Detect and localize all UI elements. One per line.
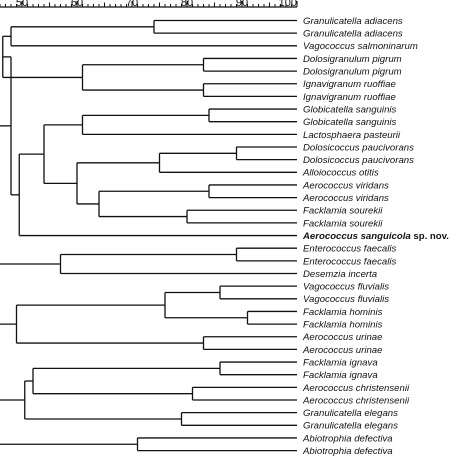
taxon-name: Alloiococcus otitis	[302, 168, 379, 179]
taxon-label: Dolosicoccus paucivorans	[303, 155, 414, 166]
taxon-name: Facklamia hominis	[303, 307, 383, 318]
taxon-name: Granulicatella elegans	[303, 421, 398, 432]
taxon-label: Desemzia incerta	[303, 269, 377, 280]
taxon-label: Dolosigranulum pigrum	[303, 67, 402, 78]
taxon-label: Abiotrophia defectiva	[302, 446, 393, 457]
scale-tick-label: 60	[71, 0, 83, 9]
taxon-label: Facklamia ignava	[303, 370, 378, 381]
taxon-name: Vagococcus fluvialis	[303, 282, 389, 293]
taxon-label: Vagococcus fluvialis	[303, 282, 389, 293]
taxon-name: Enterococcus faecalis	[303, 244, 397, 255]
taxon-label: Enterococcus faecalis	[303, 256, 397, 267]
scale-tick-label: 50	[16, 0, 28, 9]
scale-tick-label: 80	[181, 0, 193, 9]
taxon-name: Abiotrophia defectiva	[302, 433, 393, 444]
taxon-name: Lactosphaera pasteurii	[303, 130, 401, 141]
taxon-name: Globicatella sanguinis	[303, 117, 397, 128]
taxon-name: Facklamia sourekii	[303, 206, 383, 217]
taxon-label: Facklamia hominis	[303, 307, 383, 318]
dendrogram-branches	[0, 19, 297, 452]
taxon-name: Aerococcus sanguicola	[302, 231, 411, 242]
taxon-labels: Granulicatella adiacens Granulicatella ad…	[302, 16, 449, 457]
scale-tick-label: 100	[279, 0, 297, 9]
taxon-label: Vagococcus salmoninarum	[303, 41, 418, 52]
taxon-label: Aerococcus urinae	[302, 332, 382, 343]
taxon-label: Enterococcus faecalis	[303, 244, 397, 255]
similarity-scale: 50 60 70 80 90 100	[0, 0, 298, 9]
taxon-label: Aerococcus sanguicola sp. nov.	[302, 231, 449, 242]
taxon-name: Facklamia sourekii	[303, 218, 383, 229]
taxon-name: Vagococcus salmoninarum	[303, 41, 418, 52]
scale-tick-label: 90	[236, 0, 248, 9]
taxon-name: Aerococcus viridans	[302, 180, 389, 191]
scale-tick-label: 70	[126, 0, 138, 9]
taxon-name: Dolosigranulum pigrum	[303, 67, 402, 78]
taxon-label: Facklamia hominis	[303, 320, 383, 331]
taxon-name: Aerococcus christensenii	[302, 383, 410, 394]
taxon-name: Enterococcus faecalis	[303, 256, 397, 267]
taxon-label: Aerococcus urinae	[302, 345, 382, 356]
taxon-name: Granulicatella adiacens	[303, 16, 403, 27]
taxon-name: Ignavigranum ruoffiae	[303, 92, 396, 103]
taxon-name: Dolosicoccus paucivorans	[303, 142, 414, 153]
taxon-name: Ignavigranum ruoffiae	[303, 79, 396, 90]
taxon-label: Alloiococcus otitis	[302, 168, 379, 179]
taxon-name: Granulicatella elegans	[303, 408, 398, 419]
taxon-label: Granulicatella adiacens	[303, 29, 403, 40]
taxon-label: Aerococcus christensenii	[302, 395, 410, 406]
taxon-label: Ignavigranum ruoffiae	[303, 92, 396, 103]
taxon-label: Granulicatella adiacens	[303, 16, 403, 27]
taxon-label: Globicatella sanguinis	[303, 104, 397, 115]
taxon-label: Facklamia ignava	[303, 357, 378, 368]
taxon-name: Dolosigranulum pigrum	[303, 54, 402, 65]
taxon-name: Aerococcus urinae	[302, 332, 382, 343]
taxon-name: Aerococcus urinae	[302, 345, 382, 356]
taxon-label: Facklamia sourekii	[303, 206, 383, 217]
taxon-name: Facklamia ignava	[303, 370, 378, 381]
taxon-name: Desemzia incerta	[303, 269, 377, 280]
taxon-label: Abiotrophia defectiva	[302, 433, 393, 444]
taxon-name: Granulicatella adiacens	[303, 29, 403, 40]
taxon-name: Abiotrophia defectiva	[302, 446, 393, 457]
taxon-label: Globicatella sanguinis	[303, 117, 397, 128]
taxon-label: Granulicatella elegans	[303, 421, 398, 432]
taxon-name: Facklamia ignava	[303, 357, 378, 368]
taxon-name: Globicatella sanguinis	[303, 104, 397, 115]
taxon-name: Facklamia hominis	[303, 320, 383, 331]
taxon-label: Dolosicoccus paucivorans	[303, 142, 414, 153]
taxon-suffix: sp. nov.	[411, 231, 449, 242]
taxon-label: Aerococcus viridans	[302, 180, 389, 191]
taxon-label: Vagococcus fluvialis	[303, 294, 389, 305]
taxon-label: Dolosigranulum pigrum	[303, 54, 402, 65]
taxon-label: Ignavigranum ruoffiae	[303, 79, 396, 90]
taxon-name: Aerococcus viridans	[302, 193, 389, 204]
taxon-name: Aerococcus christensenii	[302, 395, 410, 406]
taxon-label: Facklamia sourekii	[303, 218, 383, 229]
taxon-name: Vagococcus fluvialis	[303, 294, 389, 305]
taxon-label: Aerococcus viridans	[302, 193, 389, 204]
taxon-name: Dolosicoccus paucivorans	[303, 155, 414, 166]
taxon-label: Granulicatella elegans	[303, 408, 398, 419]
taxon-label: Lactosphaera pasteurii	[303, 130, 401, 141]
taxon-label: Aerococcus christensenii	[302, 383, 410, 394]
